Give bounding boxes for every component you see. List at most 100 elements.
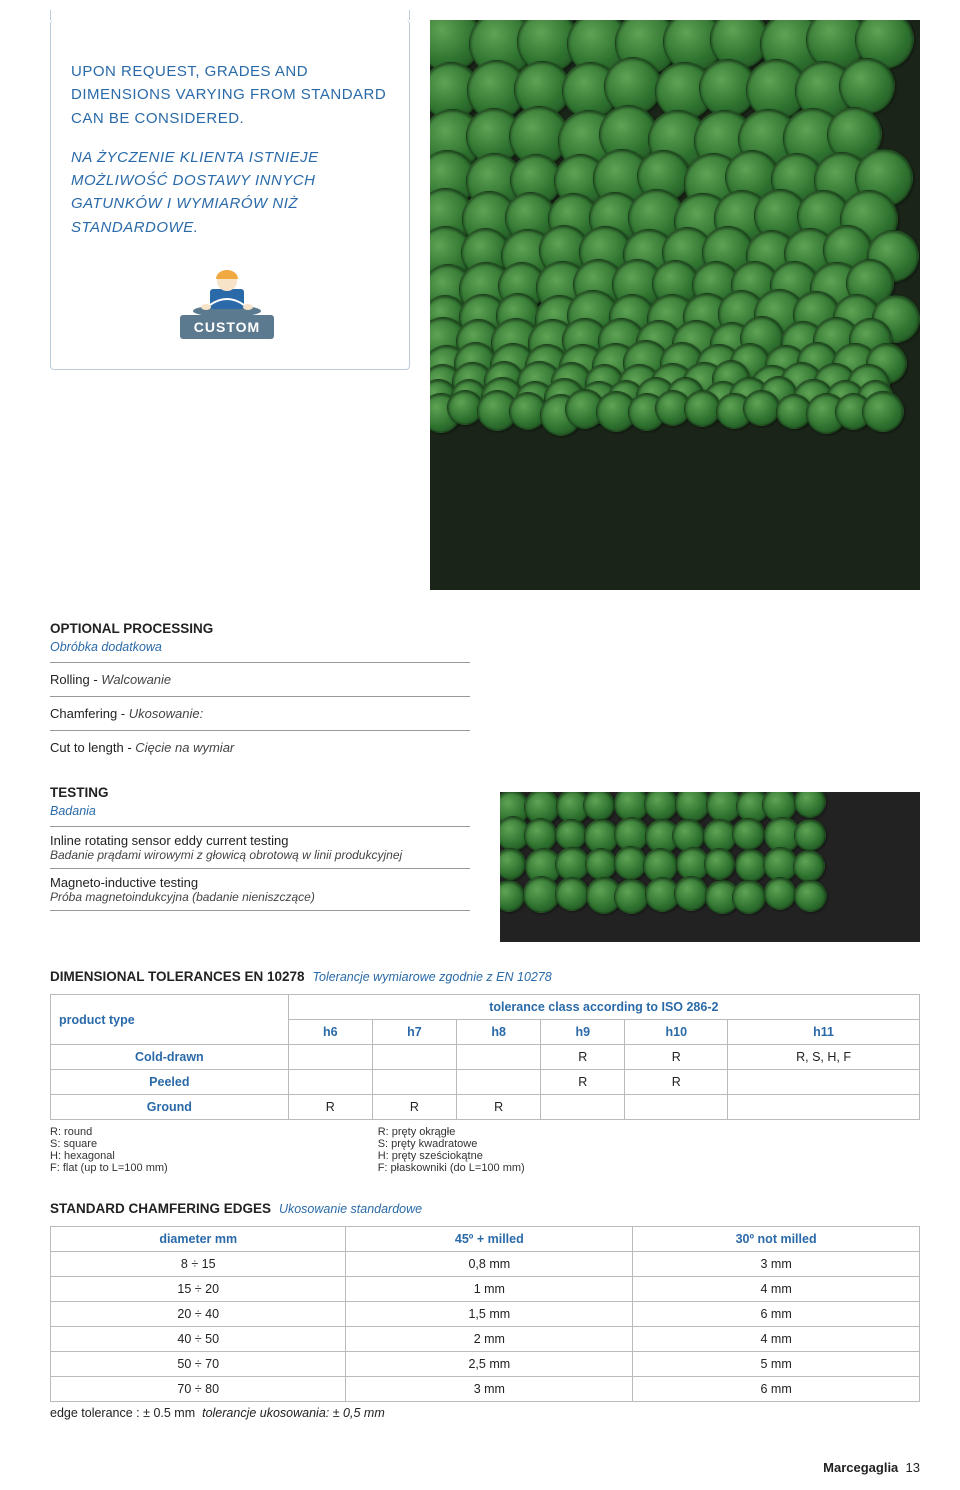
table-col: 30º not milled — [633, 1227, 920, 1252]
edge-tolerance-pl: tolerancje ukosowania: ± 0,5 mm — [202, 1406, 385, 1420]
testing-section: TESTING Badania Inline rotating sensor e… — [50, 784, 920, 942]
table-cell: 5 mm — [633, 1352, 920, 1377]
divider — [50, 662, 470, 663]
table-cell — [728, 1070, 920, 1095]
table-col-class: h6 — [288, 1020, 372, 1045]
table-cell: 15 ÷ 20 — [51, 1277, 346, 1302]
table-cell — [372, 1045, 456, 1070]
dimensional-tolerances-section: DIMENSIONAL TOLERANCES EN 10278 Toleranc… — [50, 968, 920, 1174]
divider — [50, 826, 470, 827]
legend-line: S: pręty kwadratowe — [378, 1138, 525, 1150]
table-col-class: h7 — [372, 1020, 456, 1045]
divider — [50, 730, 470, 731]
table-cell: R, S, H, F — [728, 1045, 920, 1070]
intro-box: Upon request, grades and dimensions vary… — [50, 20, 410, 370]
table-cell: R — [625, 1045, 728, 1070]
intro-text-pl: Na życzenie klienta istnieje możliwość d… — [71, 146, 389, 239]
divider — [50, 910, 470, 911]
row-label: Ground — [51, 1095, 289, 1120]
footer-page: 13 — [906, 1460, 920, 1475]
legend-pl: R: pręty okrągłeS: pręty kwadratoweH: pr… — [378, 1126, 525, 1174]
chamfering-table: diameter mm45º + milled30º not milled 8 … — [50, 1226, 920, 1402]
table-col-class: h8 — [457, 1020, 541, 1045]
optional-processing-subtitle: Obróbka dodatkowa — [50, 640, 162, 654]
table-col-product-type: product type — [51, 995, 289, 1045]
legend-line: S: square — [50, 1138, 168, 1150]
table-cell — [541, 1095, 625, 1120]
table-cell: 2 mm — [346, 1327, 633, 1352]
legend-line: R: round — [50, 1126, 168, 1138]
table-col-class: h9 — [541, 1020, 625, 1045]
table-col: diameter mm — [51, 1227, 346, 1252]
table-cell: R — [541, 1045, 625, 1070]
processing-item: Chamfering - Ukosowanie: — [50, 703, 470, 724]
table-cell: 20 ÷ 40 — [51, 1302, 346, 1327]
table-cell: 1 mm — [346, 1277, 633, 1302]
table-cell: 6 mm — [633, 1302, 920, 1327]
legend-line: F: flat (up to L=100 mm) — [50, 1162, 168, 1174]
testing-item: Magneto-inductive testingPróba magnetoin… — [50, 875, 470, 904]
table-cell: 8 ÷ 15 — [51, 1252, 346, 1277]
steel-bars-photo — [430, 20, 920, 590]
footer-brand: Marcegaglia — [823, 1460, 898, 1475]
chamfering-section: STANDARD CHAMFERING EDGES Ukosowanie sta… — [50, 1200, 920, 1420]
legend-line: F: płaskowniki (do L=100 mm) — [378, 1162, 525, 1174]
processing-item: Rolling - Walcowanie — [50, 669, 470, 690]
testing-text-column: TESTING Badania Inline rotating sensor e… — [50, 784, 470, 917]
optional-processing-title: OPTIONAL PROCESSING — [50, 621, 213, 636]
row-label: Cold-drawn — [51, 1045, 289, 1070]
legend-line: R: pręty okrągłe — [378, 1126, 525, 1138]
legend-line: H: pręty sześciokątne — [378, 1150, 525, 1162]
table-cell — [372, 1070, 456, 1095]
table-cell — [457, 1045, 541, 1070]
table-col-class: h11 — [728, 1020, 920, 1045]
table-row: 8 ÷ 150,8 mm3 mm — [51, 1252, 920, 1277]
processing-item: Cut to length - Cięcie na wymiar — [50, 737, 470, 758]
chamfering-subtitle: Ukosowanie standardowe — [275, 1202, 422, 1216]
table-row: 20 ÷ 401,5 mm6 mm — [51, 1302, 920, 1327]
table-col-class: h10 — [625, 1020, 728, 1045]
table-cell: 3 mm — [346, 1377, 633, 1402]
chamfering-title: STANDARD CHAMFERING EDGES — [50, 1201, 271, 1216]
table-cell: 3 mm — [633, 1252, 920, 1277]
table-row: 40 ÷ 502 mm4 mm — [51, 1327, 920, 1352]
table-cell: 70 ÷ 80 — [51, 1377, 346, 1402]
dimensional-subtitle: Tolerancje wymiarowe zgodnie z EN 10278 — [309, 970, 552, 984]
table-col-tolerance-span: tolerance class according to ISO 286-2 — [288, 995, 919, 1020]
table-cell: R — [288, 1095, 372, 1120]
row-label: Peeled — [51, 1070, 289, 1095]
intro-column: Upon request, grades and dimensions vary… — [50, 20, 410, 590]
optional-processing-section: OPTIONAL PROCESSING Obróbka dodatkowa Ro… — [50, 620, 470, 758]
table-row: 50 ÷ 702,5 mm5 mm — [51, 1352, 920, 1377]
table-cell: 40 ÷ 50 — [51, 1327, 346, 1352]
table-cell — [728, 1095, 920, 1120]
testing-photo — [500, 792, 920, 942]
legend-line: H: hexagonal — [50, 1150, 168, 1162]
table-cell: R — [541, 1070, 625, 1095]
table-cell — [288, 1045, 372, 1070]
table-row: Peeled RR — [51, 1070, 920, 1095]
legend-en: R: roundS: squareH: hexagonalF: flat (up… — [50, 1126, 168, 1174]
edge-tolerance-en: edge tolerance : ± 0.5 mm — [50, 1406, 195, 1420]
table-cell: 1,5 mm — [346, 1302, 633, 1327]
table-cell: 6 mm — [633, 1377, 920, 1402]
edge-tolerance: edge tolerance : ± 0.5 mm tolerancje uko… — [50, 1406, 920, 1420]
table-row: GroundRRR — [51, 1095, 920, 1120]
table-row: Cold-drawnRRR, S, H, F — [51, 1045, 920, 1070]
custom-worker-icon — [188, 259, 266, 315]
table-cell: R — [625, 1070, 728, 1095]
table-cell — [288, 1070, 372, 1095]
top-section: Upon request, grades and dimensions vary… — [50, 20, 920, 590]
divider — [50, 868, 470, 869]
hero-image-column — [430, 20, 920, 590]
table-col: 45º + milled — [346, 1227, 633, 1252]
table-cell: 50 ÷ 70 — [51, 1352, 346, 1377]
table-cell — [625, 1095, 728, 1120]
legend: R: roundS: squareH: hexagonalF: flat (up… — [50, 1126, 920, 1174]
table-cell: 0,8 mm — [346, 1252, 633, 1277]
intro-text-en: Upon request, grades and dimensions vary… — [71, 60, 389, 130]
custom-badge: CUSTOM — [65, 259, 389, 339]
table-cell: R — [457, 1095, 541, 1120]
table-row: 15 ÷ 201 mm4 mm — [51, 1277, 920, 1302]
table-cell: 4 mm — [633, 1327, 920, 1352]
